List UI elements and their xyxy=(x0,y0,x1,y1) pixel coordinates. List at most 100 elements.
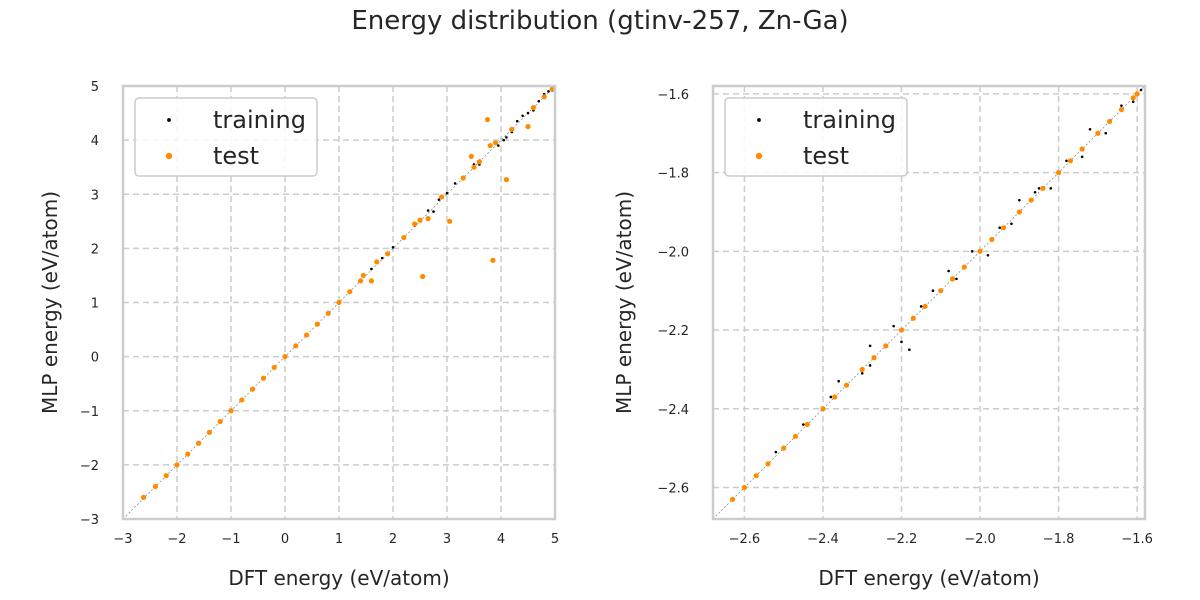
data-point-training xyxy=(837,379,840,383)
data-point-test xyxy=(250,386,256,392)
data-point-test xyxy=(314,321,320,327)
data-point-test xyxy=(152,483,158,490)
data-point-test xyxy=(260,375,266,381)
y-tick-label: −3 xyxy=(80,513,99,528)
x-tick-label: −2.2 xyxy=(886,532,918,547)
data-point-test xyxy=(374,259,380,265)
data-point-test xyxy=(1040,185,1046,191)
data-point-training xyxy=(774,450,778,454)
data-point-training xyxy=(537,99,541,103)
legend-marker-training xyxy=(167,118,171,122)
data-point-test xyxy=(425,216,431,222)
data-point-test xyxy=(843,382,850,388)
legend-box xyxy=(134,97,318,177)
data-point-test xyxy=(368,278,374,284)
data-point-test xyxy=(325,310,331,316)
data-point-test xyxy=(476,159,482,165)
data-point-test xyxy=(385,251,391,257)
legend-label-training: training xyxy=(803,106,896,134)
y-tick-label: −2.0 xyxy=(657,245,689,260)
data-point-test xyxy=(549,86,555,92)
data-point-test xyxy=(471,164,477,170)
data-point-test xyxy=(487,142,493,149)
scatter-chart-full-range: −3 −2 −1 0 1 2 3 4 5 −3 −2 −1 0 1 2 3 4 5 training test DFT … xyxy=(38,80,559,590)
legend-marker-test xyxy=(755,152,763,160)
x-tick-label: −1 xyxy=(221,532,240,547)
x-tick-label: 0 xyxy=(281,532,289,547)
data-point-training xyxy=(497,144,500,147)
data-point-test xyxy=(304,332,310,338)
data-point-test xyxy=(859,366,865,373)
data-point-training xyxy=(1080,155,1084,159)
data-point-test xyxy=(163,473,169,479)
data-point-test xyxy=(271,364,277,371)
data-point-test xyxy=(765,461,771,467)
data-point-test xyxy=(347,289,353,295)
y-tick-label: −2 xyxy=(80,459,99,474)
data-point-test xyxy=(1118,107,1125,113)
data-point-test xyxy=(753,473,759,479)
data-point-test xyxy=(949,276,956,282)
y-tick-label: 5 xyxy=(91,80,99,95)
x-tick-label: −2.6 xyxy=(729,532,761,547)
data-point-test xyxy=(417,217,423,223)
data-point-training xyxy=(1037,187,1041,190)
data-point-test xyxy=(525,123,531,130)
data-point-test xyxy=(1095,130,1101,136)
data-point-training xyxy=(892,324,895,328)
data-point-test xyxy=(503,177,509,183)
data-point-training xyxy=(947,269,950,273)
y-tick-label: −2.6 xyxy=(657,482,689,497)
y-tick-label: −1.6 xyxy=(657,88,689,103)
data-point-test xyxy=(1079,146,1085,152)
data-point-test xyxy=(792,433,799,439)
data-point-test xyxy=(360,272,366,279)
data-point-training xyxy=(868,344,872,348)
x-tick-label: −2 xyxy=(167,532,186,547)
data-point-training xyxy=(900,340,903,344)
data-point-test xyxy=(820,406,826,412)
data-point-test xyxy=(196,440,202,446)
legend-label-training: training xyxy=(213,106,306,134)
data-point-training xyxy=(986,253,990,257)
data-point-training xyxy=(526,111,530,115)
data-point-test xyxy=(977,248,983,254)
data-point-training xyxy=(1131,100,1135,104)
x-tick-label: 2 xyxy=(389,532,397,547)
figure-title: Energy distribution (gtinv-257, Zn-Ga) xyxy=(351,6,849,36)
data-point-training xyxy=(426,209,430,212)
x-tick-label: 4 xyxy=(497,532,505,547)
data-point-test xyxy=(898,327,905,333)
data-point-training xyxy=(802,423,805,426)
data-point-test xyxy=(832,394,838,400)
data-point-training xyxy=(1104,131,1108,135)
y-axis-label: MLP energy (eV/atom) xyxy=(612,191,636,414)
x-tick-label: 3 xyxy=(443,532,451,547)
series-test xyxy=(730,91,1140,502)
data-point-test xyxy=(961,264,967,270)
legend-marker-training xyxy=(757,118,761,122)
data-point-training xyxy=(998,226,1001,230)
x-tick-label: 1 xyxy=(335,532,343,547)
data-point-test xyxy=(1067,158,1073,164)
data-point-test xyxy=(490,257,496,263)
data-point-test xyxy=(185,451,191,457)
x-axis-label: DFT energy (eV/atom) xyxy=(228,566,449,590)
data-point-test xyxy=(730,496,736,502)
data-point-test xyxy=(228,408,234,414)
data-point-test xyxy=(401,234,407,241)
legend-box xyxy=(724,97,908,177)
data-point-test xyxy=(1028,197,1034,203)
data-point-training xyxy=(868,364,872,367)
y-tick-label: 4 xyxy=(91,134,99,149)
data-point-test xyxy=(174,462,180,468)
y-tick-label: 1 xyxy=(91,297,99,312)
data-point-training xyxy=(445,191,449,195)
data-point-test xyxy=(530,105,537,111)
data-point-training xyxy=(829,395,833,399)
data-point-test xyxy=(1001,225,1007,231)
data-point-test xyxy=(938,288,944,294)
x-tick-label: −1.8 xyxy=(1043,532,1075,547)
data-point-test xyxy=(293,343,299,349)
x-tick-label: −3 xyxy=(113,532,132,547)
